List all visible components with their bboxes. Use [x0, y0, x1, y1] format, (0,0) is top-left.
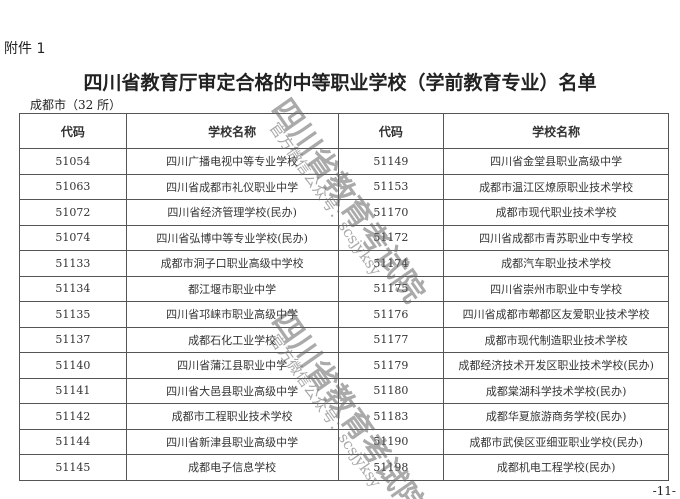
- header-code: 代码: [19, 113, 127, 149]
- school-name: 成都市洞子口职业高级中学校: [125, 250, 339, 277]
- page-number: -11-: [652, 484, 676, 498]
- school-name: 成都机电工程学校(民办): [443, 454, 669, 481]
- header-school-name: 学校名称: [443, 113, 669, 149]
- school-code: 51153: [337, 173, 445, 200]
- attachment-label: 附件 1: [4, 41, 46, 57]
- table-row: 51054 四川广播电视中等专业学校 51149 四川省金堂县职业高级中学: [19, 148, 669, 175]
- table-row: 51063 四川省成都市礼仪职业中学 51153 成都市温江区燎原职业技术学校: [19, 173, 669, 200]
- school-name: 成都市工程职业技术学校: [125, 403, 339, 430]
- school-name: 成都华夏旅游商务学校(民办): [443, 403, 669, 430]
- school-code: 51140: [19, 352, 127, 379]
- table-row: 51141 四川省大邑县职业高级中学 51180 成都棠湖科学技术学校(民办): [19, 377, 669, 404]
- school-name: 四川省金堂县职业高级中学: [443, 148, 669, 175]
- school-code: 51190: [337, 428, 445, 455]
- school-code: 51198: [337, 454, 445, 481]
- school-code: 51177: [337, 326, 445, 353]
- school-code: 51174: [337, 250, 445, 277]
- school-code: 51144: [19, 428, 127, 455]
- header-code: 代码: [337, 113, 445, 149]
- school-name: 成都汽车职业技术学校: [443, 250, 669, 277]
- school-name: 四川省经济管理学校(民办): [125, 199, 339, 226]
- school-name: 成都市温江区燎原职业技术学校: [443, 173, 669, 200]
- table-row: 51134 都江堰市职业中学 51175 四川省崇州市职业中专学校: [19, 275, 669, 302]
- header-school-name: 学校名称: [125, 113, 339, 149]
- school-code: 51183: [337, 403, 445, 430]
- school-code: 51137: [19, 326, 127, 353]
- school-code: 51063: [19, 173, 127, 200]
- school-name: 成都经济技术开发区职业技术学校(民办): [443, 352, 669, 379]
- school-table: 代码 学校名称 代码 学校名称 51054 四川广播电视中等专业学校 51149 四川…: [19, 113, 669, 481]
- table-row: 51072 四川省经济管理学校(民办) 51170 成都市现代职业技术学校: [19, 199, 669, 226]
- school-name: 四川省成都市青苏职业中专学校: [443, 224, 669, 251]
- school-code: 51133: [19, 250, 127, 277]
- school-code: 51135: [19, 301, 127, 328]
- table-row: 51133 成都市洞子口职业高级中学校 51174 成都汽车职业技术学校: [19, 250, 669, 277]
- page-title: 四川省教育厅审定合格的中等职业学校（学前教育专业）名单: [83, 72, 597, 94]
- school-code: 51149: [337, 148, 445, 175]
- school-code: 51054: [19, 148, 127, 175]
- school-name: 成都市现代制造职业技术学校: [443, 326, 669, 353]
- school-name: 成都石化工业学校: [125, 326, 339, 353]
- school-name: 四川广播电视中等专业学校: [125, 148, 339, 175]
- school-code: 51134: [19, 275, 127, 302]
- school-name: 四川省成都市郫都区友爱职业技术学校: [443, 301, 669, 328]
- school-code: 51180: [337, 377, 445, 404]
- school-name: 成都市现代职业技术学校: [443, 199, 669, 226]
- school-code: 51074: [19, 224, 127, 251]
- school-code: 51176: [337, 301, 445, 328]
- school-name: 成都棠湖科学技术学校(民办): [443, 377, 669, 404]
- school-code: 51175: [337, 275, 445, 302]
- school-name: 四川省新津县职业高级中学: [125, 428, 339, 455]
- table-row: 51144 四川省新津县职业高级中学 51190 成都市武侯区亚细亚职业学校(民办): [19, 428, 669, 455]
- table-row: 51137 成都石化工业学校 51177 成都市现代制造职业技术学校: [19, 326, 669, 353]
- table-row: 51140 四川省蒲江县职业中学 51179 成都经济技术开发区职业技术学校(民办): [19, 352, 669, 379]
- table-row: 51074 四川省弘博中等专业学校(民办) 51172 四川省成都市青苏职业中专学校: [19, 224, 669, 251]
- school-code: 51145: [19, 454, 127, 481]
- school-name: 都江堰市职业中学: [125, 275, 339, 302]
- school-name: 四川省弘博中等专业学校(民办): [125, 224, 339, 251]
- school-code: 51170: [337, 199, 445, 226]
- school-name: 四川省邛崃市职业高级中学: [125, 301, 339, 328]
- school-code: 51179: [337, 352, 445, 379]
- school-code: 51142: [19, 403, 127, 430]
- school-code: 51072: [19, 199, 127, 226]
- school-name: 四川省大邑县职业高级中学: [125, 377, 339, 404]
- school-name: 成都电子信息学校: [125, 454, 339, 481]
- school-name: 四川省蒲江县职业中学: [125, 352, 339, 379]
- school-name: 成都市武侯区亚细亚职业学校(民办): [443, 428, 669, 455]
- table-row: 51145 成都电子信息学校 51198 成都机电工程学校(民办): [19, 454, 669, 481]
- school-name: 四川省成都市礼仪职业中学: [125, 173, 339, 200]
- table-row: 51142 成都市工程职业技术学校 51183 成都华夏旅游商务学校(民办): [19, 403, 669, 430]
- school-code: 51172: [337, 224, 445, 251]
- school-name: 四川省崇州市职业中专学校: [443, 275, 669, 302]
- table-header-row: 代码 学校名称 代码 学校名称: [19, 113, 669, 149]
- region-label: 成都市（32 所）: [30, 98, 122, 112]
- school-code: 51141: [19, 377, 127, 404]
- table-row: 51135 四川省邛崃市职业高级中学 51176 四川省成都市郫都区友爱职业技术学校: [19, 301, 669, 328]
